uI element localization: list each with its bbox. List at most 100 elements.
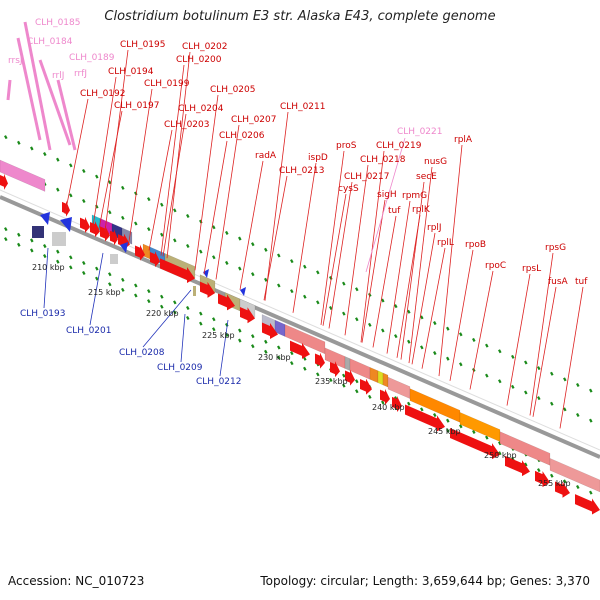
- reverse-leader-line: [142, 289, 192, 348]
- forward-gene-label: CLH_0213: [279, 166, 324, 176]
- tick-mark: [316, 300, 320, 305]
- tick-mark: [186, 214, 190, 219]
- tick-mark: [134, 221, 138, 226]
- tick-mark: [212, 327, 216, 332]
- tick-mark: [446, 356, 450, 361]
- forward-gene-label: rplA: [454, 135, 473, 145]
- forward-leader-line: [344, 164, 369, 336]
- tick-mark: [17, 232, 21, 237]
- reverse-gene-label: CLH_0212: [196, 377, 241, 387]
- tick-mark: [147, 289, 151, 294]
- tick-mark: [303, 264, 307, 269]
- tick-mark: [550, 473, 554, 478]
- reverse-gene-label: CLH_0208: [119, 348, 165, 358]
- tick-mark: [407, 339, 411, 344]
- tick-mark: [524, 390, 528, 395]
- forward-leader-line: [449, 249, 474, 381]
- tick-mark: [56, 259, 60, 264]
- forward-cds-arrow: [450, 427, 500, 460]
- tick-mark: [199, 311, 203, 316]
- tick-mark: [303, 366, 307, 371]
- forward-gene-label: CLH_0205: [210, 85, 255, 95]
- tick-mark: [212, 255, 216, 260]
- tick-mark: [290, 351, 294, 356]
- tick-mark: [342, 311, 346, 316]
- tick-mark: [589, 418, 593, 423]
- tick-mark: [472, 337, 476, 342]
- forward-leader-line: [408, 166, 433, 364]
- forward-gene-label: CLH_0203: [164, 120, 209, 130]
- tick-mark: [576, 484, 580, 490]
- reverse-gene-box: [32, 226, 44, 238]
- tick-mark: [251, 334, 255, 339]
- forward-leader-line: [438, 144, 463, 377]
- tick-mark: [108, 210, 112, 215]
- reverse-leader-line: [180, 313, 186, 363]
- reverse-gene-label: CLH_0201: [66, 326, 111, 336]
- forward-leader-line: [322, 193, 347, 326]
- tick-mark: [485, 343, 489, 348]
- tick-mark: [537, 468, 541, 473]
- gene-box: [377, 370, 384, 386]
- reverse-gene-box: [110, 254, 118, 264]
- tick-mark: [4, 227, 8, 232]
- tick-mark: [69, 193, 73, 198]
- tick-mark: [134, 283, 138, 288]
- scale-label: 245 kbp: [428, 427, 461, 436]
- forward-leader-line: [529, 252, 554, 416]
- tick-mark: [277, 355, 281, 360]
- tick-mark: [108, 180, 112, 185]
- forward-cds-arrow: [392, 396, 402, 413]
- tick-mark: [381, 328, 385, 333]
- scale-label: 230 kbp: [258, 353, 291, 362]
- tick-mark: [537, 396, 541, 401]
- tick-mark: [264, 277, 268, 282]
- forward-leader-line: [148, 129, 173, 251]
- forward-cds-arrow: [160, 258, 195, 284]
- forward-gene-label: rplK: [412, 205, 431, 215]
- genome-summary-text: Topology: circular; Length: 3,659,644 bp…: [260, 574, 590, 588]
- forward-gene-label: nusG: [424, 157, 447, 167]
- scale-label: 220 kbp: [146, 309, 179, 318]
- tick-mark: [43, 244, 47, 249]
- tick-mark: [43, 254, 47, 259]
- tick-mark: [121, 185, 125, 190]
- forward-cds-arrow: [345, 369, 355, 386]
- tick-mark: [589, 490, 593, 495]
- forward-cds-arrow: [218, 293, 235, 311]
- tick-mark: [238, 338, 242, 343]
- forward-cds-arrow: [240, 306, 255, 324]
- forward-gene-label: proS: [336, 141, 357, 151]
- accession-text: Accession: NC_010723: [8, 574, 145, 588]
- forward-leader-line: [421, 247, 446, 369]
- forward-leader-line: [264, 111, 289, 301]
- reverse-cds-arrow: [40, 212, 50, 225]
- tick-mark: [264, 349, 268, 354]
- forward-cds-arrow: [360, 378, 372, 395]
- forward-leader-line: [203, 140, 228, 275]
- rna-gene-label: CLH_0185: [35, 18, 80, 28]
- forward-leader-line: [215, 124, 240, 280]
- reverse-gene-label: CLH_0209: [157, 363, 203, 373]
- forward-cds-arrow: [135, 244, 145, 261]
- forward-gene-label: CLH_0200: [176, 55, 222, 65]
- tick-mark: [368, 322, 372, 327]
- forward-leader-line: [194, 94, 219, 271]
- tick-mark: [563, 479, 567, 484]
- tick-mark: [524, 462, 528, 467]
- tick-mark: [225, 230, 229, 235]
- tick-mark: [303, 294, 307, 299]
- tick-mark: [277, 253, 281, 258]
- tick-mark: [43, 152, 47, 157]
- tick-mark: [108, 282, 112, 287]
- tick-mark: [511, 354, 515, 359]
- gene-box: [0, 159, 46, 192]
- tick-mark: [290, 259, 294, 264]
- scale-label: 240 kbp: [372, 403, 405, 412]
- tick-mark: [56, 249, 60, 254]
- tick-mark: [4, 135, 8, 140]
- tick-mark: [290, 289, 294, 294]
- rna-bar: [38, 59, 72, 146]
- forward-gene-label: sigH: [377, 190, 397, 200]
